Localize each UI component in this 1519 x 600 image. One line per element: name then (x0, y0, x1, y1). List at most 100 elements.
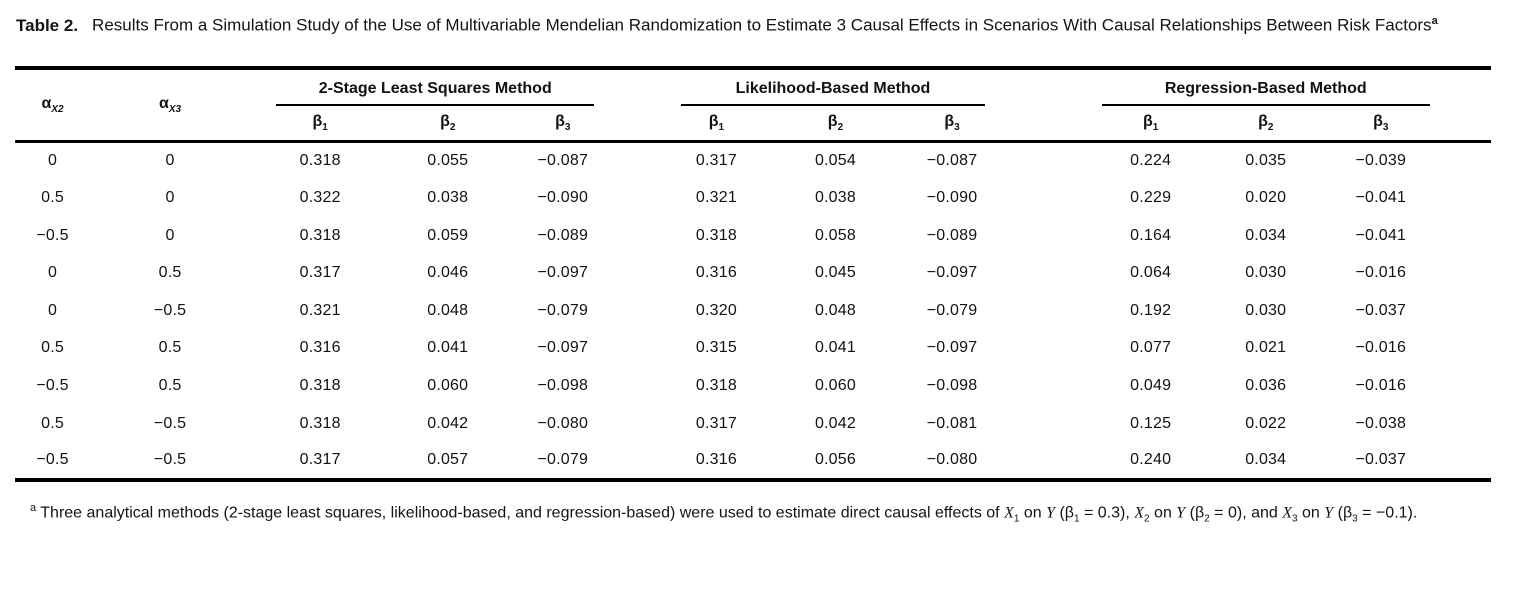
footnote-segment: Y (1176, 504, 1186, 522)
footnote-segment: Y (1046, 504, 1055, 522)
table-cell: −0.016 (1355, 264, 1407, 282)
footnote-segment: 2 (1204, 513, 1210, 525)
footnote-segment: = 0.3), (1079, 504, 1135, 522)
table-cell: −0.016 (1355, 339, 1407, 357)
footnote-segment: on (1297, 504, 1325, 522)
footnote-segment: X (1282, 504, 1293, 522)
footnote-segment: 1 (1013, 513, 1020, 525)
table-cell: 0.317 (695, 152, 737, 170)
footnote-segment: a (30, 502, 37, 514)
footnote-segment: 3 (1292, 513, 1298, 525)
table-cell: 0.038 (814, 189, 856, 207)
table-cell: 0.316 (695, 264, 737, 282)
column-gap (1456, 330, 1491, 368)
table-cell: 0.048 (427, 301, 469, 319)
table-cell: 0.054 (814, 152, 856, 170)
table-row: −0.5 0.5 0.318 0.060 −0.098 0.318 0.060 −0.098 0… (15, 367, 1491, 405)
table-cell: 0.042 (814, 414, 856, 432)
column-gap (1011, 68, 1076, 142)
column-gap (1456, 405, 1491, 443)
column-gap (1011, 367, 1076, 405)
table-cell: −0.097 (926, 264, 978, 282)
table-cell: 0.224 (1130, 152, 1172, 170)
table-cell: −0.5 (153, 301, 187, 319)
table-cell: 0.020 (1245, 189, 1287, 207)
column-gap (1011, 254, 1076, 292)
table-row: 0 −0.5 0.321 0.048 −0.079 0.320 0.048 −0.079 0.1… (15, 292, 1491, 330)
table-cell: −0.079 (537, 301, 589, 319)
table-cell: −0.098 (537, 377, 589, 395)
table-cell: −0.097 (537, 264, 589, 282)
table-cell: −0.016 (1355, 377, 1407, 395)
column-gap (1011, 405, 1076, 443)
column-gap (620, 292, 655, 330)
table-cell: 0.322 (299, 189, 341, 207)
table-cell: −0.097 (926, 339, 978, 357)
results-table: αX2 αX3 2-Stage Least Squares Method Lik… (15, 65, 1491, 482)
column-gap (620, 405, 655, 443)
table-cell: 0.5 (158, 339, 182, 357)
col-header-beta1-likelihood: β1 (708, 112, 725, 133)
table-cell: 0.5 (158, 264, 182, 282)
table-cell: −0.081 (926, 414, 978, 432)
column-gap (1456, 217, 1491, 255)
table-cell: 0.5 (158, 377, 182, 395)
table-cell: 0 (47, 301, 58, 319)
table-cell: 0.049 (1130, 377, 1172, 395)
table-cell: 0.060 (427, 377, 469, 395)
table-cell: −0.089 (926, 226, 978, 244)
column-gap (1011, 330, 1076, 368)
table-cell: 0.021 (1245, 339, 1287, 357)
column-gap (620, 142, 655, 180)
group-header-row: αX2 αX3 2-Stage Least Squares Method Lik… (15, 68, 1491, 115)
table-cell: 0.034 (1245, 226, 1287, 244)
column-gap (620, 217, 655, 255)
table-cell: 0.030 (1245, 301, 1287, 319)
footnote-segment: Y (1324, 504, 1334, 522)
col-header-beta3-regression: β3 (1373, 112, 1389, 133)
column-gap (620, 179, 655, 217)
table-cell: 0.317 (299, 451, 341, 469)
table-cell: 0.036 (1245, 377, 1287, 395)
footnote-segment: 2 (1144, 513, 1150, 525)
table-cell: −0.087 (926, 152, 978, 170)
column-gap (1011, 179, 1076, 217)
table-cell: 0.125 (1130, 414, 1172, 432)
table-cell: −0.041 (1355, 226, 1407, 244)
table-cell: 0.5 (41, 414, 64, 432)
table-cell: 0.041 (427, 339, 469, 357)
table-cell: 0.318 (299, 377, 341, 395)
column-gap (620, 442, 655, 480)
table-cell: 0.318 (299, 152, 341, 170)
table-cell: 0.318 (695, 377, 737, 395)
table-cell: 0.192 (1130, 301, 1172, 319)
table-cell: 0.059 (427, 226, 469, 244)
col-header-beta1-2sls: β1 (312, 112, 328, 133)
table-row: −0.5 0 0.318 0.059 −0.089 0.318 0.058 −0.089 0.1… (15, 217, 1491, 255)
table-cell: 0.060 (814, 377, 856, 395)
footnote-segment: X (1004, 504, 1014, 522)
table-cell: −0.5 (36, 377, 69, 395)
table-cell: −0.090 (926, 189, 978, 207)
table-cell: 0.042 (427, 414, 469, 432)
table-caption: Table 2. Results From a Simulation Study … (0, 0, 1519, 38)
column-gap (1456, 68, 1491, 142)
column-gap (1011, 142, 1076, 180)
table-cell: 0.317 (299, 264, 341, 282)
group-header-regression: Regression-Based Method (1076, 68, 1456, 106)
table-cell: 0.038 (427, 189, 469, 207)
table-cell: 0.321 (695, 189, 737, 207)
column-gap (620, 367, 655, 405)
table-cell: 0.064 (1130, 264, 1172, 282)
footnote-segment: 3 (1352, 513, 1358, 525)
table-cell: −0.037 (1355, 301, 1407, 319)
table-cell: 0 (165, 189, 175, 207)
footnote-segment: on (1019, 504, 1047, 522)
column-gap (1011, 217, 1076, 255)
table-cell: −0.5 (36, 451, 69, 469)
table-cell: −0.089 (537, 226, 589, 244)
footnote-segment: (β (1185, 504, 1205, 522)
footnote-segment: 1 (1073, 513, 1080, 525)
col-header-alpha-x2: αX2 (41, 94, 64, 115)
